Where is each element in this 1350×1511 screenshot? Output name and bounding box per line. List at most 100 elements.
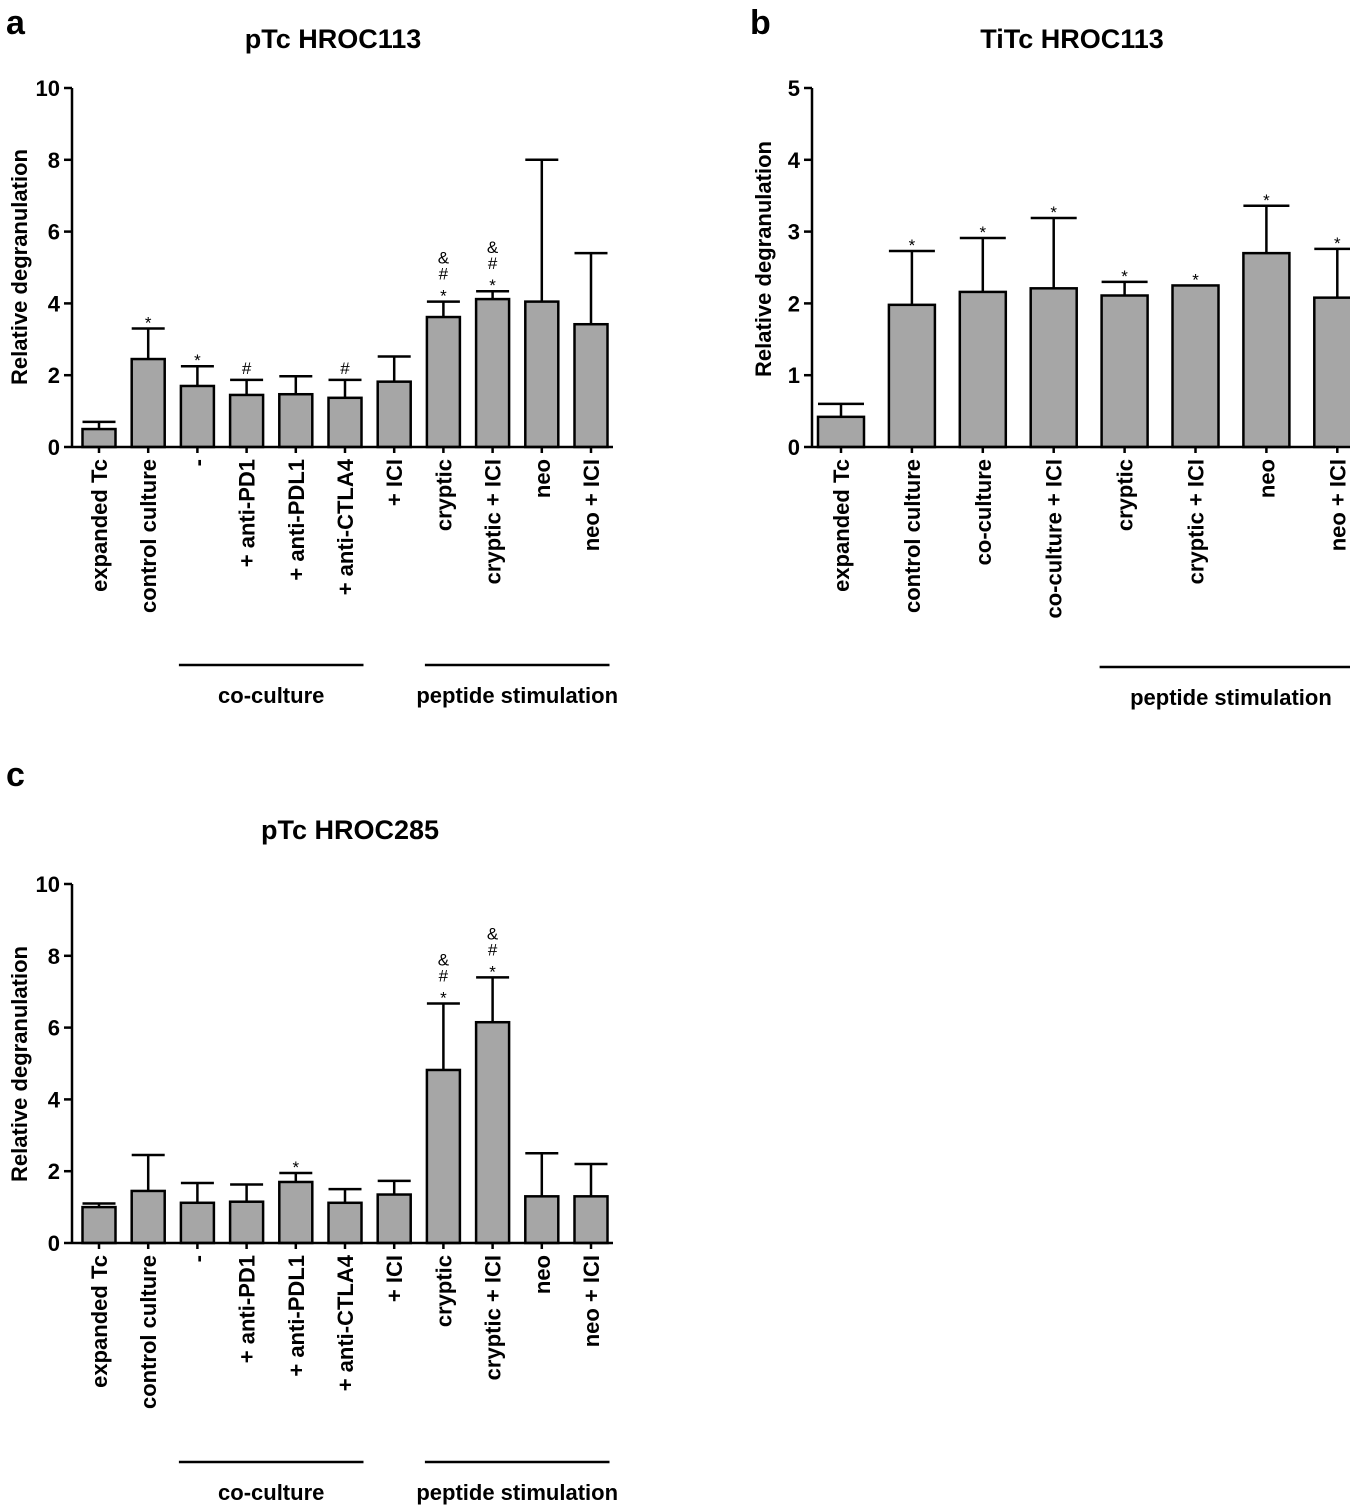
y-tick-label: 0 <box>788 435 800 460</box>
significance-marker: # <box>488 940 498 959</box>
y-tick-label: 0 <box>48 1231 60 1256</box>
significance-marker: * <box>1263 191 1270 210</box>
bar <box>1313 296 1350 449</box>
x-tick-label: neo <box>530 1255 555 1294</box>
significance-marker: * <box>979 223 986 242</box>
significance-marker: # <box>439 265 449 284</box>
chart-title: TiTc HROC113 <box>980 24 1164 54</box>
bar <box>958 290 1008 449</box>
bar <box>327 1201 363 1245</box>
x-tick-label: expanded Tc <box>87 1255 112 1388</box>
significance-marker: * <box>1334 234 1341 253</box>
group-label: co-culture <box>218 683 324 708</box>
y-tick-label: 4 <box>48 291 61 316</box>
x-tick-label: cryptic + ICI <box>481 459 506 584</box>
x-tick-label: cryptic + ICI <box>481 1255 506 1380</box>
significance-marker: # <box>242 359 252 378</box>
x-tick-label: + anti-PD1 <box>235 1255 260 1363</box>
y-tick-label: 8 <box>48 148 60 173</box>
y-tick-label: 1 <box>788 363 800 388</box>
y-axis-label: Relative degranulation <box>7 946 32 1182</box>
bar <box>474 1020 511 1245</box>
bar <box>228 393 265 449</box>
group-label: peptide stimulation <box>416 683 618 708</box>
y-axis-label: Relative degranulation <box>751 141 776 377</box>
bar <box>816 415 866 449</box>
group-label: peptide stimulation <box>416 1480 618 1505</box>
group-label: co-culture <box>218 1480 324 1505</box>
significance-marker: * <box>440 287 447 306</box>
bar <box>179 1201 216 1245</box>
bar <box>278 392 314 449</box>
significance-marker: * <box>145 314 152 333</box>
x-tick-label: cryptic + ICI <box>1184 459 1209 584</box>
bar <box>573 322 609 449</box>
x-tick-label: expanded Tc <box>829 459 854 592</box>
bar <box>474 297 511 449</box>
bar <box>1100 294 1149 449</box>
panel-letter-a: a <box>6 4 26 42</box>
x-tick-label: control culture <box>900 459 925 613</box>
significance-marker: # <box>439 967 449 986</box>
x-tick-label: cryptic <box>431 1255 456 1327</box>
bar <box>376 380 412 449</box>
bar <box>81 427 117 449</box>
significance-marker: & <box>438 249 450 268</box>
group-label: peptide stimulation <box>1130 685 1332 710</box>
x-tick-label: + anti-PD1 <box>235 459 260 567</box>
y-tick-label: 3 <box>788 220 800 245</box>
bar <box>228 1200 265 1245</box>
y-tick-label: 2 <box>48 363 60 388</box>
x-tick-label: co-culture <box>971 459 996 565</box>
y-tick-label: 0 <box>48 435 60 460</box>
significance-marker: * <box>292 1158 299 1177</box>
y-tick-label: 5 <box>788 76 800 101</box>
y-tick-label: 2 <box>48 1159 60 1184</box>
x-tick-label: neo + ICI <box>1325 459 1350 551</box>
bar <box>130 1189 166 1245</box>
bar <box>887 303 937 449</box>
chart-panel-c: pTc HROC285 Relative degranulation expan… <box>7 815 618 1505</box>
x-tick-label: co-culture + ICI <box>1042 459 1067 619</box>
significance-marker: & <box>487 238 499 257</box>
significance-marker: & <box>487 924 499 943</box>
x-tick-label: neo <box>530 459 555 498</box>
y-tick-label: 10 <box>36 872 60 897</box>
bar <box>1242 251 1291 449</box>
significance-marker: & <box>438 951 450 970</box>
y-axis-label: Relative degranulation <box>7 149 32 385</box>
x-tick-label: cryptic <box>1113 459 1138 531</box>
x-tick-label: - <box>185 459 210 466</box>
x-tick-label: neo + ICI <box>579 1255 604 1347</box>
x-tick-label: cryptic <box>431 459 456 531</box>
x-tick-label: control culture <box>136 459 161 613</box>
chart-title: pTc HROC113 <box>245 24 422 54</box>
bar <box>524 1195 560 1245</box>
significance-marker: # <box>488 254 498 273</box>
significance-marker: * <box>1192 270 1199 289</box>
bar <box>573 1195 609 1245</box>
x-tick-label: + anti-CTLA4 <box>333 1254 358 1391</box>
x-tick-label: + ICI <box>382 459 407 506</box>
x-tick-label: expanded Tc <box>87 459 112 592</box>
significance-marker: * <box>440 989 447 1008</box>
significance-marker: * <box>489 962 496 981</box>
chart-panel-b: TiTc HROC113 Relative degranulation expa… <box>751 24 1350 710</box>
y-tick-label: 6 <box>48 220 60 245</box>
bar <box>327 396 363 449</box>
x-tick-label: + anti-CTLA4 <box>333 458 358 595</box>
y-tick-label: 2 <box>788 291 800 316</box>
y-tick-label: 8 <box>48 944 60 969</box>
significance-marker: * <box>1050 203 1057 222</box>
y-tick-label: 6 <box>48 1016 60 1041</box>
panel-letter-c: c <box>6 756 25 794</box>
x-tick-label: neo <box>1254 459 1279 498</box>
bar <box>425 1068 462 1245</box>
chart-panel-a: pTc HROC113 Relative degranulation expan… <box>7 24 618 708</box>
bar <box>278 1180 314 1245</box>
y-tick-label: 4 <box>788 148 801 173</box>
bar <box>524 300 560 449</box>
bar <box>81 1205 117 1245</box>
x-tick-label: - <box>185 1255 210 1262</box>
